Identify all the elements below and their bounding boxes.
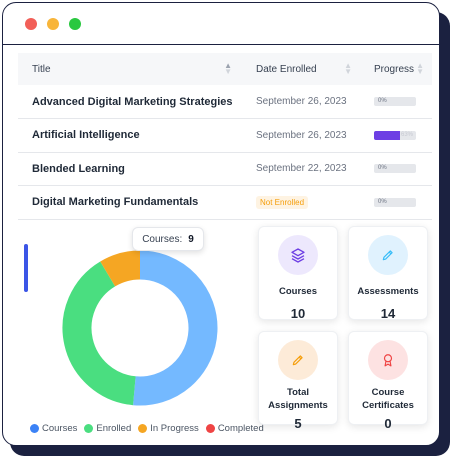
title-bar	[3, 3, 439, 45]
stat-label: Total Assignments	[268, 387, 328, 411]
course-title[interactable]: Blended Learning	[18, 152, 240, 186]
table-row[interactable]: Advanced Digital Marketing Strategies Se…	[18, 85, 432, 119]
legend-item-completed[interactable]: Completed	[205, 423, 264, 434]
stat-value: 5	[294, 416, 302, 431]
column-header-progress[interactable]: Progress ▲ ▼	[360, 53, 432, 85]
minimize-dot[interactable]	[47, 17, 59, 30]
progress-fill	[374, 130, 401, 140]
sort-icon[interactable]: ▲ ▼	[224, 61, 232, 76]
donut-slice-in-progress[interactable]	[100, 250, 141, 287]
progress-cell: 0%	[360, 85, 432, 119]
enroll-status-cell: Not Enrolled	[240, 185, 360, 220]
enroll-date: September 26, 2023	[240, 85, 360, 119]
pencil-icon	[278, 340, 318, 380]
progress-bar: 0%	[374, 97, 416, 106]
stat-label: Assessments	[357, 286, 419, 297]
stat-card-course-certificates[interactable]: Course Certificates 0	[348, 331, 428, 431]
table-header-row: Title ▲ ▼ Date Enrolled ▲ ▼ Progress ▲ ▼	[18, 53, 432, 85]
chart-tooltip: Courses: 9	[132, 227, 204, 251]
legend-swatch	[138, 424, 148, 433]
legend-swatch	[30, 424, 39, 433]
tooltip-label: Courses:	[142, 233, 183, 245]
legend-item-in-progress[interactable]: In Progress	[138, 423, 199, 434]
sort-icon[interactable]: ▲ ▼	[344, 61, 352, 76]
donut-slice-courses[interactable]	[133, 250, 218, 406]
layers-icon	[278, 235, 318, 275]
status-badge: Not Enrolled	[256, 195, 309, 209]
stat-value: 0	[384, 416, 392, 431]
course-title[interactable]: Artificial Intelligence	[18, 118, 240, 153]
progress-cell: 0%	[360, 185, 432, 220]
courses-donut-chart[interactable]	[56, 244, 224, 412]
table-row[interactable]: Digital Marketing Fundamentals Not Enrol…	[18, 185, 432, 220]
chart-legend: Courses Enrolled In Progress Completed	[30, 423, 264, 434]
courses-table: Title ▲ ▼ Date Enrolled ▲ ▼ Progress ▲ ▼ Advan…	[18, 53, 432, 220]
stat-card-total-assignments[interactable]: Total Assignments 5	[258, 331, 338, 431]
legend-swatch	[84, 424, 94, 433]
progress-cell: 0%	[360, 152, 432, 186]
donut-slice-enrolled[interactable]	[62, 261, 137, 406]
close-dot[interactable]	[25, 17, 37, 30]
table-row[interactable]: Artificial Intelligence September 26, 20…	[18, 118, 432, 153]
stat-card-assessments[interactable]: Assessments 14	[348, 226, 428, 321]
pencil-icon	[368, 235, 408, 275]
column-header-date[interactable]: Date Enrolled ▲ ▼	[240, 53, 360, 85]
progress-bar: 0%	[374, 164, 416, 174]
stat-label: Course Certificates	[362, 387, 414, 411]
progress-cell: 63%	[360, 118, 432, 153]
section-accent-bar	[24, 244, 28, 292]
course-title[interactable]: Advanced Digital Marketing Strategies	[18, 85, 240, 119]
enroll-date: September 22, 2023	[240, 152, 360, 186]
legend-swatch	[205, 424, 215, 433]
progress-bar: 0%	[374, 197, 416, 207]
award-icon	[368, 340, 408, 380]
maximize-dot[interactable]	[69, 17, 81, 30]
stat-card-courses[interactable]: Courses 10	[258, 226, 338, 321]
stat-value: 10	[290, 306, 306, 321]
stat-value: 14	[380, 306, 396, 321]
legend-item-courses[interactable]: Courses	[30, 423, 77, 434]
column-header-title[interactable]: Title ▲ ▼	[18, 53, 240, 85]
course-title[interactable]: Digital Marketing Fundamentals	[18, 185, 240, 220]
stat-label: Courses	[278, 286, 317, 297]
tooltip-value: 9	[188, 233, 194, 245]
sort-icon[interactable]: ▲ ▼	[416, 61, 424, 76]
legend-item-enrolled[interactable]: Enrolled	[84, 423, 131, 434]
enroll-date: September 26, 2023	[240, 118, 360, 153]
table-row[interactable]: Blended Learning September 22, 2023 0%	[18, 152, 432, 186]
progress-bar: 63%	[374, 130, 416, 140]
